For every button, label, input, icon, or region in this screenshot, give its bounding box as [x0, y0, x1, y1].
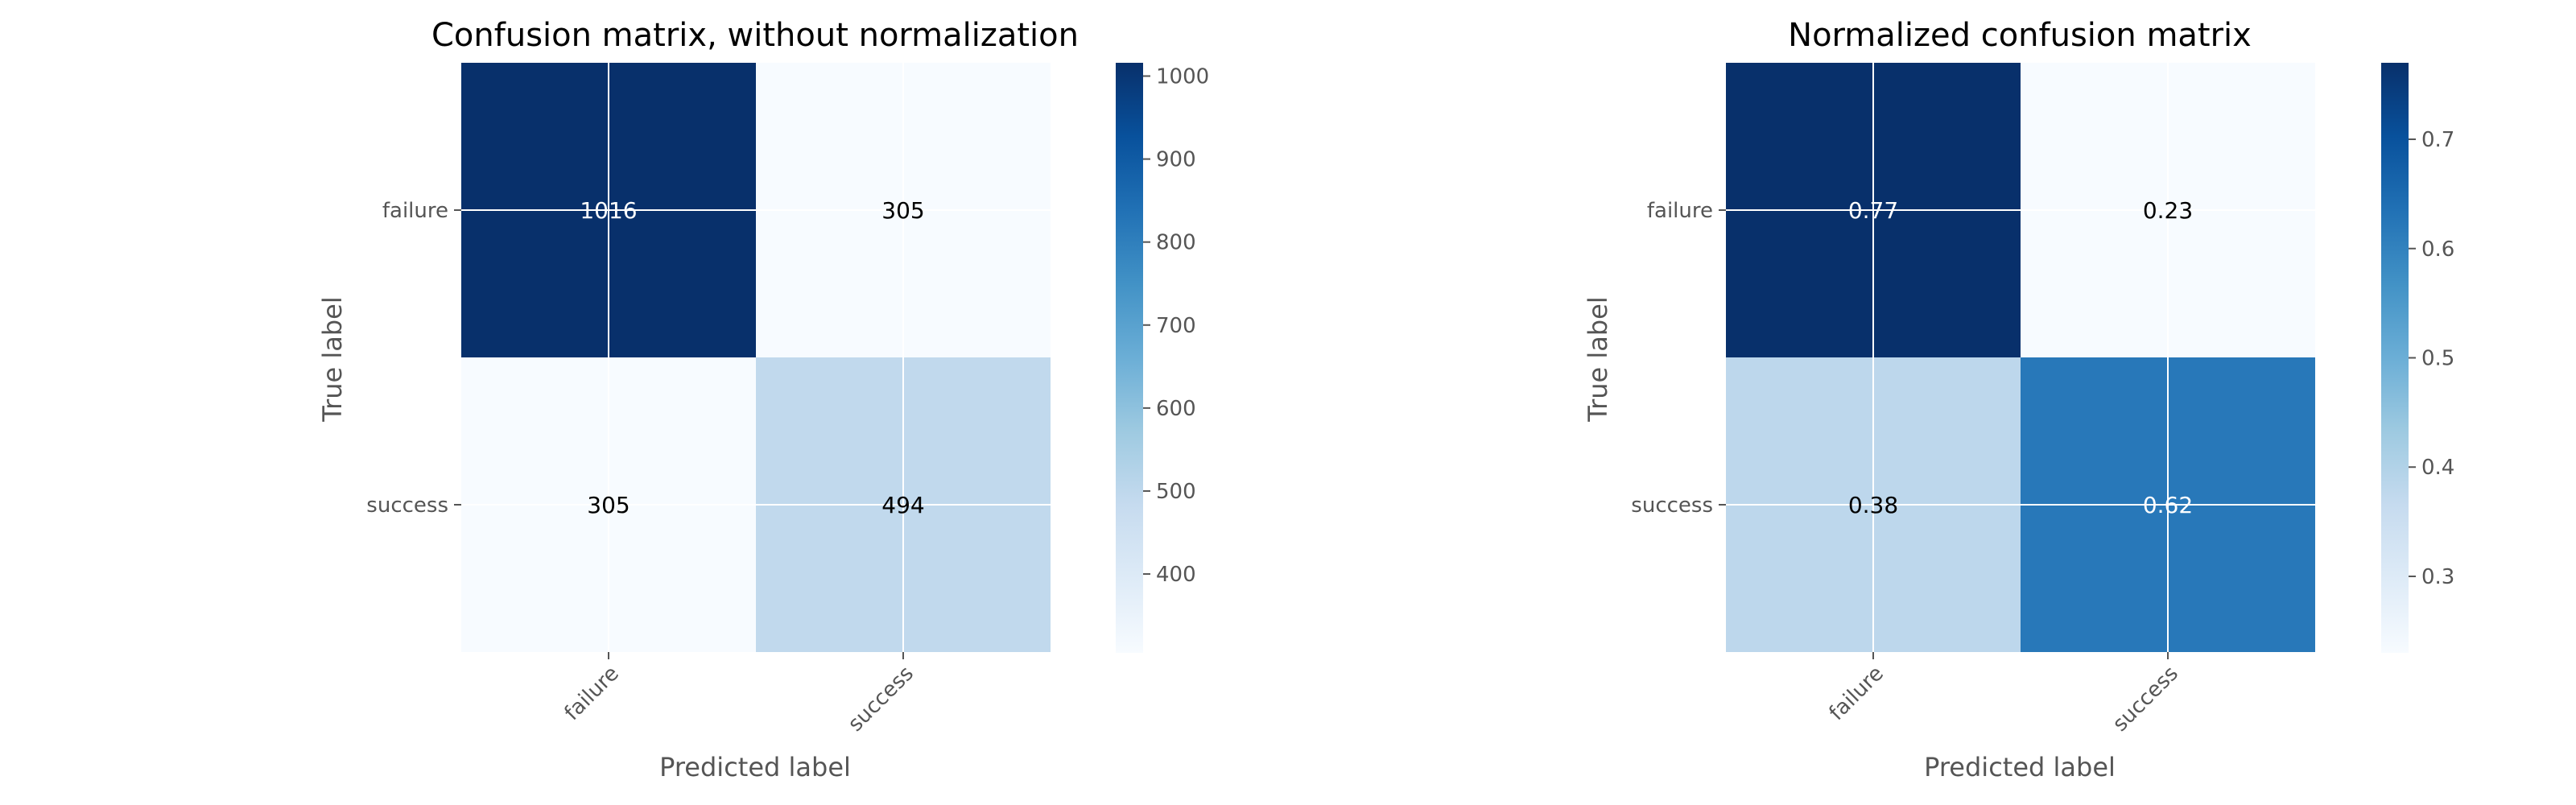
cell-value-labels: 0.77 0.23 0.38 0.62: [1848, 197, 2193, 518]
x-axis-ticks: failure success: [560, 652, 919, 737]
cell-value-label: 1016: [580, 197, 637, 224]
heatmap-cells: [1726, 63, 2315, 652]
colorbar-tick-label: 600: [1156, 397, 1196, 421]
cell-value-label: 0.62: [2143, 492, 2193, 518]
x-axis-label: Predicted label: [659, 752, 851, 782]
cell-value-label: 305: [587, 492, 630, 518]
y-axis-label: True label: [317, 296, 348, 423]
cell-value-label: 0.23: [2143, 197, 2193, 224]
colorbar-tick-label: 800: [1156, 231, 1196, 255]
colorbar: [2381, 63, 2409, 653]
x-tick-label: success: [844, 662, 919, 737]
chart-raw-counts: Confusion matrix, without normalization …: [317, 17, 1209, 782]
y-tick-label: success: [366, 493, 448, 518]
x-axis-label: Predicted label: [1924, 752, 2116, 782]
colorbar-ticks: 0.3 0.4 0.5 0.6 0.7: [2409, 128, 2454, 589]
colorbar-tick-label: 700: [1156, 314, 1196, 338]
cell-value-label: 0.38: [1848, 492, 1898, 518]
colorbar-tick-label: 0.3: [2421, 565, 2454, 589]
y-tick-label: success: [1631, 493, 1713, 518]
colorbar-tick-label: 500: [1156, 480, 1196, 504]
colorbar-tick-label: 400: [1156, 563, 1196, 587]
x-tick-label: success: [2108, 662, 2183, 737]
y-tick-label: failure: [382, 199, 448, 223]
x-tick-label: failure: [1825, 662, 1889, 725]
y-axis-label: True label: [1583, 296, 1613, 423]
cell-value-labels: 1016 305 305 494: [580, 197, 924, 518]
colorbar-tick-label: 0.4: [2421, 456, 2454, 480]
grid-lines: [1726, 63, 2315, 652]
colorbar-tick-label: 0.7: [2421, 128, 2454, 152]
colorbar-tick-label: 0.5: [2421, 347, 2454, 371]
heatmap-cells: [461, 63, 1051, 652]
colorbar: [1116, 63, 1143, 653]
cell-value-label: 305: [881, 197, 924, 224]
y-axis-ticks: failure success: [1631, 199, 1726, 518]
cell-value-label: 0.77: [1848, 197, 1898, 224]
y-axis-ticks: failure success: [366, 199, 461, 518]
cell-value-label: 494: [881, 492, 924, 518]
colorbar-ticks: 400 500 600 700 800 900 1000: [1143, 64, 1209, 587]
x-axis-ticks: failure success: [1825, 652, 2183, 737]
chart-title: Normalized confusion matrix: [1788, 17, 2252, 54]
colorbar-tick-label: 0.6: [2421, 237, 2454, 262]
grid-lines: [461, 63, 1051, 652]
colorbar-tick-label: 900: [1156, 148, 1196, 172]
chart-title: Confusion matrix, without normalization: [431, 17, 1079, 54]
colorbar-tick-label: 1000: [1156, 64, 1209, 89]
y-tick-label: failure: [1647, 199, 1713, 223]
chart-normalized: Normalized confusion matrix 0.77 0.23 0.38…: [1583, 17, 2454, 782]
x-tick-label: failure: [560, 662, 624, 725]
